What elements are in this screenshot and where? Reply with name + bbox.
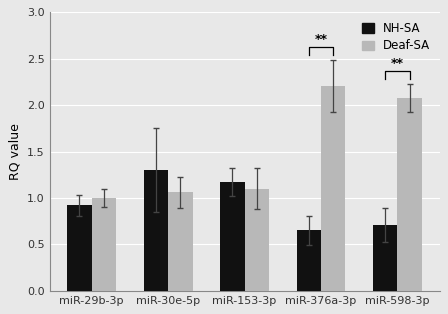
Bar	[220, 182, 245, 291]
Bar	[144, 170, 168, 291]
Bar	[321, 86, 345, 291]
Legend: NH-SA, Deaf-SA: NH-SA, Deaf-SA	[358, 18, 434, 56]
Text: **: **	[391, 57, 404, 70]
Bar	[67, 205, 92, 291]
Bar	[92, 198, 116, 291]
Bar	[245, 189, 269, 291]
Text: **: **	[314, 33, 327, 46]
Bar	[397, 98, 422, 291]
Y-axis label: RQ value: RQ value	[9, 123, 22, 180]
Bar	[168, 192, 193, 291]
Bar	[373, 225, 397, 291]
Bar	[297, 230, 321, 291]
